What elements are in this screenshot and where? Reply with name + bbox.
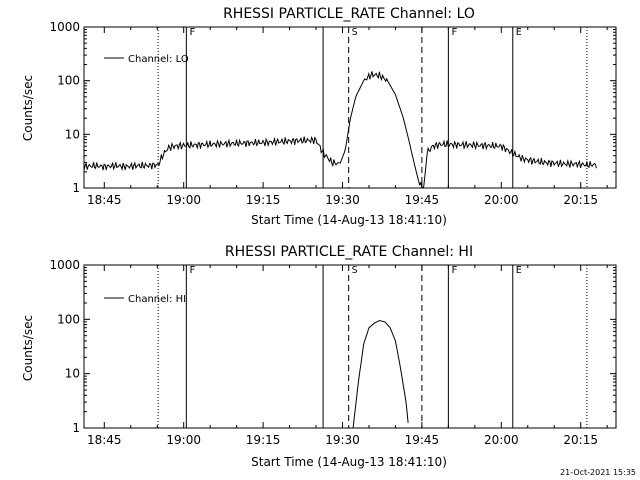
hi-y-tick-label: 1 [72,421,80,435]
hi-plot-frame [83,264,617,429]
lo-y-axis-label: Counts/sec [21,75,35,141]
hi-x-tick-label: 18:45 [87,433,122,447]
hi-event-marker-label: E [516,265,522,276]
lo-x-tick-label: 19:15 [246,193,281,207]
lo-x-tick-label: 20:00 [484,193,519,207]
hi-event-marker-label: F [189,265,195,276]
lo-x-axis-label: Start Time (14-Aug-13 18:41:10) [251,213,447,227]
hi-x-tick-label: 19:00 [166,433,201,447]
lo-x-tick-label: 19:45 [405,193,440,207]
date-stamp: 21-Oct-2021 15:35 [560,468,636,477]
lo-y-tick-label: 100 [57,74,80,88]
lo-event-marker-label: F [189,27,195,38]
hi-x-tick-label: 19:45 [405,433,440,447]
lo-y-tick-label: 1 [72,181,80,195]
lo-plot-frame [83,26,617,189]
lo-x-tick-label: 19:00 [166,193,201,207]
hi-event-marker-label: S [352,265,358,276]
lo-event-marker-label: E [516,27,522,38]
hi-x-tick-label: 20:15 [563,433,598,447]
lo-event-marker-label: F [451,27,457,38]
lo-event-marker-label: S [352,27,358,38]
hi-legend-label: Channel: HI [128,294,186,305]
lo-chart-title: RHESSI PARTICLE_RATE Channel: LO [223,6,475,22]
hi-chart-title: RHESSI PARTICLE_RATE Channel: HI [225,244,473,260]
hi-series-line [352,319,409,429]
lo-x-tick-label: 18:45 [87,193,122,207]
hi-channel-panel: RHESSI PARTICLE_RATE Channel: HI Start T… [21,244,617,469]
hi-x-tick-label: 19:15 [246,433,281,447]
lo-channel-panel: RHESSI PARTICLE_RATE Channel: LO Start T… [21,6,617,227]
lo-y-tick-label: 10 [65,127,80,141]
hi-x-tick-label: 19:30 [325,433,360,447]
lo-x-tick-label: 19:30 [325,193,360,207]
lo-series-line [83,71,597,189]
hi-event-marker-label: F [451,265,457,276]
hi-x-axis-label: Start Time (14-Aug-13 18:41:10) [251,455,447,469]
hi-x-tick-label: 20:00 [484,433,519,447]
lo-y-tick-label: 1000 [49,20,80,34]
lo-legend-label: Channel: LO [128,54,189,65]
lo-x-tick-label: 20:15 [563,193,598,207]
hi-y-tick-label: 10 [65,367,80,381]
hi-y-tick-label: 1000 [49,258,80,272]
hi-y-axis-label: Counts/sec [21,315,35,381]
hi-y-tick-label: 100 [57,312,80,326]
